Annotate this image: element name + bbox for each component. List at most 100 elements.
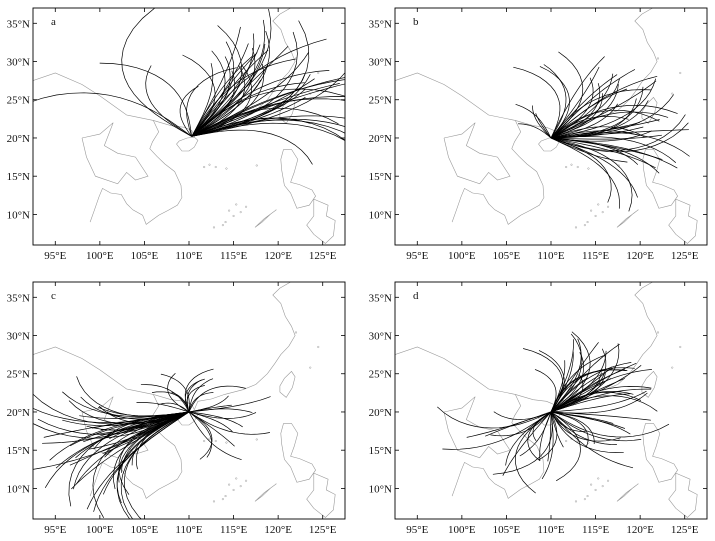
trajectory-line <box>191 44 261 137</box>
panel-label: a <box>51 16 56 28</box>
x-tick-label: 115°E <box>582 250 609 262</box>
island <box>617 438 620 441</box>
trajectory-line <box>191 70 236 137</box>
trajectory-line <box>188 411 257 419</box>
panel-label: d <box>413 290 419 302</box>
island <box>671 366 674 369</box>
coastline <box>443 122 511 185</box>
trajectory-line <box>191 58 296 137</box>
coastline <box>81 122 149 185</box>
island <box>239 211 242 214</box>
trajectory-line <box>160 373 190 413</box>
trajectory-line <box>191 52 258 137</box>
coastline <box>89 120 183 225</box>
x-tick-label: 110°E <box>175 250 202 262</box>
trajectory-line <box>186 67 237 137</box>
island <box>586 221 589 224</box>
x-tick-label: 95°E <box>406 524 428 536</box>
trajectory-line <box>550 411 624 453</box>
trajectory-line <box>191 118 345 137</box>
y-tick-label: 35°N <box>7 18 30 30</box>
trajectory-line <box>121 8 192 137</box>
panel-d: 95°E 100°E 105°E 110°E 115°E 120°E 125°E 10°N 15… <box>369 281 708 536</box>
trajectory-line <box>550 111 669 139</box>
island <box>228 483 231 486</box>
coastline <box>81 396 149 459</box>
island <box>574 226 578 229</box>
trajectory-line <box>191 79 345 137</box>
island <box>221 224 224 227</box>
y-tick-label: 10°N <box>369 483 392 495</box>
y-tick-label: 30°N <box>369 57 392 69</box>
panel-label: b <box>413 16 419 28</box>
panel-frame <box>394 7 708 246</box>
trajectory-line <box>191 117 345 141</box>
trajectory-line <box>191 49 269 137</box>
trajectory-line <box>188 411 270 435</box>
trajectory-line <box>550 98 637 139</box>
island <box>212 226 216 229</box>
trajectory-line <box>550 137 620 209</box>
trajectory-line <box>437 406 552 429</box>
island <box>576 439 579 443</box>
x-tick-label: 110°E <box>537 524 564 536</box>
island <box>245 479 248 482</box>
island <box>586 495 589 498</box>
trajectory-line <box>188 411 235 447</box>
x-tick-label: 120°E <box>626 524 654 536</box>
coastline <box>306 472 336 518</box>
island <box>583 498 586 501</box>
island <box>607 205 610 208</box>
y-tick-label: 35°N <box>7 292 30 304</box>
trajectory-line <box>550 411 621 442</box>
island <box>679 345 682 349</box>
island <box>232 488 235 491</box>
island <box>565 165 568 169</box>
island <box>203 439 206 443</box>
island <box>214 165 217 169</box>
x-tick-label: 105°E <box>493 524 521 536</box>
coastline <box>279 370 296 398</box>
island <box>317 71 320 75</box>
y-tick-label: 15°N <box>7 445 30 457</box>
panel-a: 95°E 100°E 105°E 110°E 115°E 120°E 125°E 10°N 15… <box>7 7 346 262</box>
trajectory-line <box>157 402 190 413</box>
trajectory-line <box>86 411 190 431</box>
x-tick-label: 100°E <box>86 250 114 262</box>
trajectory-line <box>186 379 202 413</box>
trajectory-line <box>118 411 190 483</box>
trajectory-line <box>191 122 345 141</box>
trajectory-line <box>93 411 190 435</box>
trajectory-line <box>140 384 190 413</box>
coastline <box>254 209 277 228</box>
coastline <box>306 198 336 244</box>
trajectory-line <box>466 411 552 438</box>
trajectory-line <box>538 411 558 461</box>
trajectory-line <box>191 83 340 137</box>
trajectory-line <box>42 411 190 444</box>
coastline <box>451 394 545 499</box>
y-tick-label: 20°N <box>369 133 392 145</box>
trajectory-line <box>515 411 552 494</box>
trajectory-line <box>515 103 552 139</box>
coastline <box>395 8 658 137</box>
trajectory-line <box>550 56 605 139</box>
panel-c: 95°E 100°E 105°E 110°E 115°E 120°E 125°E 10°N 15… <box>7 281 346 536</box>
trajectory-line <box>191 72 345 137</box>
trajectory-line <box>184 378 205 413</box>
island <box>576 165 579 169</box>
island <box>225 441 228 444</box>
trajectory-line <box>550 411 642 442</box>
y-tick-label: 10°N <box>7 209 30 221</box>
x-tick-label: 120°E <box>264 250 292 262</box>
trajectory-line <box>550 390 647 413</box>
coastline <box>668 472 698 518</box>
coastline <box>451 120 545 225</box>
trajectory-line <box>116 411 190 519</box>
island <box>590 483 593 486</box>
y-tick-label: 30°N <box>7 57 30 69</box>
island <box>255 164 258 167</box>
island <box>235 203 238 206</box>
island <box>224 495 227 498</box>
trajectory-line <box>191 63 265 137</box>
